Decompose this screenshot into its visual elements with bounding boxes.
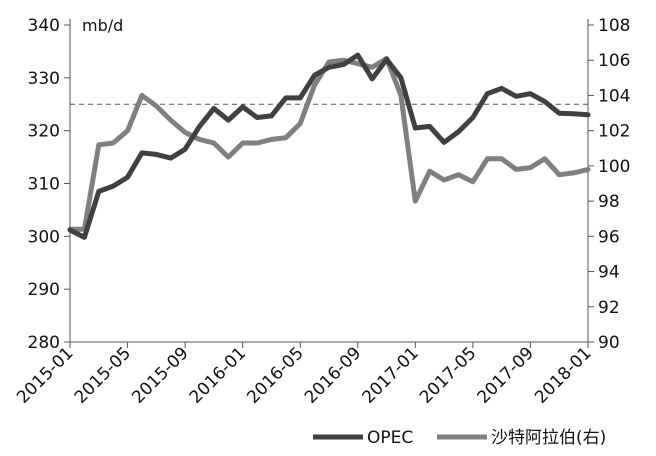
- right-tick-label: 104: [598, 86, 630, 106]
- series-line-saudi-arabia: [67, 56, 591, 232]
- right-tick-label: 108: [598, 16, 630, 36]
- x-axis-ticks: 2015-012015-052015-092016-012016-052016-…: [13, 342, 596, 408]
- x-tick-label: 2018-01: [531, 343, 595, 407]
- x-tick-label: 2016-05: [243, 343, 307, 407]
- x-tick-label: 2015-05: [71, 343, 135, 407]
- left-tick-label: 280: [28, 333, 60, 353]
- x-tick-label: 2017-01: [359, 343, 423, 407]
- left-tick-label: 310: [28, 175, 60, 195]
- legend: OPEC 沙特阿拉伯(右): [313, 428, 606, 448]
- x-tick-label: 2016-09: [301, 343, 365, 407]
- x-tick-label: 2017-09: [474, 343, 538, 407]
- left-axis-ticks: 280 290 300 310 320 330 340: [28, 16, 70, 353]
- left-tick-label: 320: [28, 122, 60, 142]
- series-line-opec: [67, 52, 591, 240]
- left-tick-label: 340: [28, 16, 60, 36]
- unit-label: mb/d: [82, 16, 123, 35]
- right-tick-label: 96: [598, 227, 620, 247]
- left-tick-label: 300: [28, 227, 60, 247]
- right-axis-ticks: 90 92 94 96 98 100 102 104 106 108: [588, 16, 630, 353]
- series-layer: [67, 52, 591, 240]
- right-tick-label: 98: [598, 192, 620, 212]
- x-tick-label: 2017-05: [416, 343, 480, 407]
- right-tick-label: 90: [598, 333, 620, 353]
- right-tick-label: 100: [598, 157, 630, 177]
- right-tick-label: 92: [598, 298, 620, 318]
- legend-label-opec: OPEC: [367, 428, 413, 448]
- x-tick-label: 2016-01: [186, 343, 250, 407]
- legend-label-saudi-arabia: 沙特阿拉伯(右): [491, 428, 606, 448]
- right-tick-label: 106: [598, 51, 630, 71]
- plot-frame: [69, 19, 589, 343]
- right-tick-label: 94: [598, 263, 620, 283]
- x-tick-label: 2015-09: [128, 343, 192, 407]
- left-tick-label: 290: [28, 280, 60, 300]
- x-tick-label: 2015-01: [13, 343, 77, 407]
- right-tick-label: 102: [598, 122, 630, 142]
- left-tick-label: 330: [28, 69, 60, 89]
